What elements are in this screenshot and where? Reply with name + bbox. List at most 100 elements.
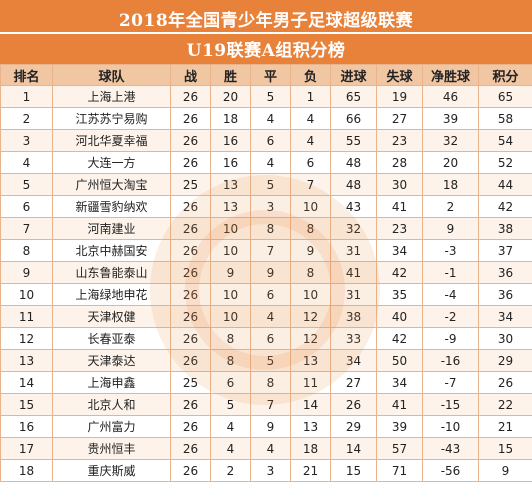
cell-points: 9 xyxy=(478,459,532,482)
cell-team: 江苏苏宁易购 xyxy=(52,107,171,130)
table-row: 1 上海上港 26 20 5 1 65 19 46 65 xyxy=(0,85,532,108)
cell-points: 21 xyxy=(478,415,532,438)
cell-goals-against: 57 xyxy=(376,437,423,460)
table-row: 16 广州富力 26 4 9 13 29 39 -10 21 xyxy=(0,415,532,438)
cell-played: 26 xyxy=(170,459,211,482)
table-row: 13 天津泰达 26 8 5 13 34 50 -16 29 xyxy=(0,349,532,372)
cell-points: 29 xyxy=(478,349,532,372)
cell-played: 26 xyxy=(170,415,211,438)
title-divider xyxy=(0,32,532,34)
cell-drawn: 3 xyxy=(250,459,291,482)
cell-goals-for: 31 xyxy=(330,239,377,262)
cell-won: 4 xyxy=(210,415,251,438)
cell-goals-against: 23 xyxy=(376,217,423,240)
cell-goals-against: 34 xyxy=(376,371,423,394)
cell-team: 广州恒大淘宝 xyxy=(52,173,171,196)
cell-won: 4 xyxy=(210,437,251,460)
cell-drawn: 4 xyxy=(250,107,291,130)
cell-lost: 7 xyxy=(290,173,331,196)
cell-played: 26 xyxy=(170,107,211,130)
cell-won: 10 xyxy=(210,283,251,306)
cell-won: 13 xyxy=(210,173,251,196)
header-goals-for: 进球 xyxy=(330,64,377,86)
cell-drawn: 5 xyxy=(250,173,291,196)
cell-drawn: 9 xyxy=(250,261,291,284)
cell-goal-difference: -56 xyxy=(422,459,479,482)
cell-team: 河北华夏幸福 xyxy=(52,129,171,152)
table-row: 17 贵州恒丰 26 4 4 18 14 57 -43 15 xyxy=(0,437,532,460)
cell-goals-against: 71 xyxy=(376,459,423,482)
cell-goals-for: 33 xyxy=(330,327,377,350)
cell-goals-against: 41 xyxy=(376,393,423,416)
table-row: 8 北京中赫国安 26 10 7 9 31 34 -3 37 xyxy=(0,239,532,262)
cell-lost: 9 xyxy=(290,239,331,262)
cell-lost: 4 xyxy=(290,129,331,152)
cell-goals-for: 15 xyxy=(330,459,377,482)
cell-points: 15 xyxy=(478,437,532,460)
table-row: 4 大连一方 26 16 4 6 48 28 20 52 xyxy=(0,151,532,174)
header-played: 战 xyxy=(170,64,211,86)
league-title: 2018年全国青少年男子足球超级联赛 xyxy=(118,11,414,31)
cell-drawn: 6 xyxy=(250,327,291,350)
cell-won: 20 xyxy=(210,85,251,108)
cell-goals-against: 27 xyxy=(376,107,423,130)
cell-rank: 9 xyxy=(0,261,53,284)
cell-played: 26 xyxy=(170,239,211,262)
cell-goals-against: 41 xyxy=(376,195,423,218)
cell-points: 38 xyxy=(478,217,532,240)
cell-points: 36 xyxy=(478,261,532,284)
cell-goals-for: 26 xyxy=(330,393,377,416)
cell-drawn: 4 xyxy=(250,437,291,460)
table-row: 12 长春亚泰 26 8 6 12 33 42 -9 30 xyxy=(0,327,532,350)
table-row: 14 上海申鑫 25 6 8 11 27 34 -7 26 xyxy=(0,371,532,394)
cell-drawn: 5 xyxy=(250,349,291,372)
cell-goals-against: 35 xyxy=(376,283,423,306)
cell-goal-difference: -2 xyxy=(422,305,479,328)
cell-played: 26 xyxy=(170,217,211,240)
cell-won: 9 xyxy=(210,261,251,284)
cell-lost: 11 xyxy=(290,371,331,394)
cell-won: 10 xyxy=(210,305,251,328)
table-row: 5 广州恒大淘宝 25 13 5 7 48 30 18 44 xyxy=(0,173,532,196)
cell-goals-for: 41 xyxy=(330,261,377,284)
cell-goals-for: 32 xyxy=(330,217,377,240)
cell-won: 16 xyxy=(210,151,251,174)
cell-drawn: 3 xyxy=(250,195,291,218)
cell-played: 25 xyxy=(170,173,211,196)
cell-drawn: 6 xyxy=(250,129,291,152)
cell-won: 18 xyxy=(210,107,251,130)
cell-won: 16 xyxy=(210,129,251,152)
cell-rank: 10 xyxy=(0,283,53,306)
cell-goals-against: 19 xyxy=(376,85,423,108)
table-row: 3 河北华夏幸福 26 16 6 4 55 23 32 54 xyxy=(0,129,532,152)
cell-points: 22 xyxy=(478,393,532,416)
cell-goal-difference: 46 xyxy=(422,85,479,108)
cell-won: 10 xyxy=(210,217,251,240)
cell-rank: 4 xyxy=(0,151,53,174)
table-row: 6 新疆雪豹纳欢 26 13 3 10 43 41 2 42 xyxy=(0,195,532,218)
cell-lost: 12 xyxy=(290,305,331,328)
cell-played: 26 xyxy=(170,349,211,372)
cell-lost: 10 xyxy=(290,283,331,306)
cell-drawn: 4 xyxy=(250,305,291,328)
cell-points: 30 xyxy=(478,327,532,350)
cell-rank: 12 xyxy=(0,327,53,350)
cell-played: 26 xyxy=(170,129,211,152)
cell-goals-for: 55 xyxy=(330,129,377,152)
cell-won: 2 xyxy=(210,459,251,482)
cell-lost: 10 xyxy=(290,195,331,218)
cell-points: 26 xyxy=(478,371,532,394)
cell-drawn: 7 xyxy=(250,239,291,262)
standings-subtitle: U19联赛A组积分榜 xyxy=(186,41,346,61)
cell-played: 26 xyxy=(170,327,211,350)
cell-played: 26 xyxy=(170,151,211,174)
cell-played: 26 xyxy=(170,195,211,218)
cell-goal-difference: -43 xyxy=(422,437,479,460)
cell-team: 上海上港 xyxy=(52,85,171,108)
table-row: 7 河南建业 26 10 8 8 32 23 9 38 xyxy=(0,217,532,240)
cell-goals-against: 50 xyxy=(376,349,423,372)
cell-team: 长春亚泰 xyxy=(52,327,171,350)
header-rank: 排名 xyxy=(0,64,53,86)
cell-lost: 13 xyxy=(290,415,331,438)
